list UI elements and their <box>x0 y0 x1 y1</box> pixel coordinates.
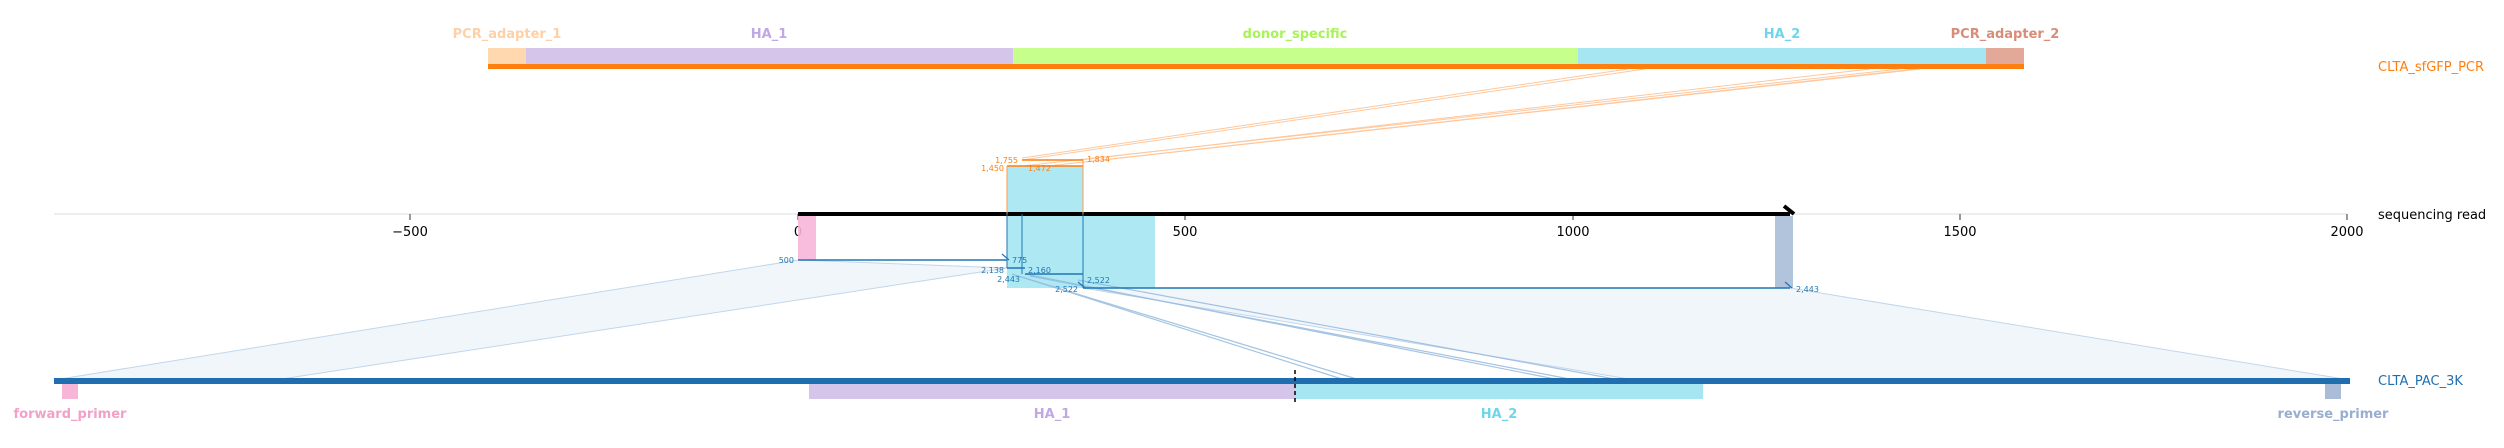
sequencing-read-arrowhead <box>1782 204 1796 216</box>
bottom-align-arrow-3 <box>1784 281 1793 289</box>
tick-label-1500: 1500 <box>1943 225 1976 240</box>
bottom-feature-ha-2 <box>1295 384 1703 399</box>
middle-read-name: sequencing read <box>2378 208 2486 223</box>
bottom-align-label-2522-b: 2,522 <box>1055 285 1078 294</box>
tick-label-500: 500 <box>1173 225 1198 240</box>
top-feature-label-ha-1: HA_1 <box>751 27 788 42</box>
top-feature-ha-1 <box>526 48 1013 65</box>
top-alignment-connectors <box>1021 68 1921 169</box>
top-align-label-1755: 1,755 <box>995 156 1018 165</box>
top-connector-5 <box>1079 68 1871 161</box>
top-feature-label-pcr-adapter-1: PCR_adapter_1 <box>453 27 562 42</box>
bottom-feature-label-forward-primer: forward_primer <box>14 407 128 422</box>
middle-highlight-ha2-top <box>1007 166 1083 214</box>
bottom-align-label-775: 775 <box>1012 256 1027 265</box>
tick-label-minus-500: −500 <box>392 225 428 240</box>
bottom-feature-label-ha-1: HA_1 <box>1034 407 1071 422</box>
bottom-connector-4 <box>1029 275 1576 381</box>
bottom-align-arrow-1 <box>1001 253 1010 261</box>
top-feature-label-ha-2: HA_2 <box>1764 27 1801 42</box>
bottom-align-label-2138: 2,138 <box>981 266 1004 275</box>
bottom-align-arrow-2 <box>1077 281 1086 289</box>
middle-highlight-forward-primer <box>798 216 816 260</box>
top-feature-label-pcr-adapter-2: PCR_adapter_2 <box>1951 27 2060 42</box>
bottom-read-line <box>54 378 2350 384</box>
bottom-alignment-segments: 500 2,138 2,443 775 2,160 2,522 2,522 2,… <box>779 214 1819 294</box>
tick-label-1000: 1000 <box>1556 225 1589 240</box>
bottom-read-group: forward_primer HA_1 HA_2 reverse_primer … <box>14 370 2463 422</box>
middle-highlight-reverse-primer <box>1775 216 1793 288</box>
bottom-align-label-2160: 2,160 <box>1028 266 1051 275</box>
bottom-fan-right <box>1082 287 2351 381</box>
top-connector-1 <box>1021 68 1629 159</box>
top-feature-donor-specific <box>1013 48 1578 65</box>
bottom-align-label-2443-b: 2,443 <box>1796 285 1819 294</box>
top-feature-pcr-adapter-2 <box>1986 48 2024 65</box>
top-feature-pcr-adapter-1 <box>488 48 526 65</box>
tick-label-2000: 2000 <box>2330 225 2363 240</box>
bottom-align-label-500: 500 <box>779 256 794 265</box>
bottom-alignment-connectors <box>1011 273 1621 381</box>
bottom-feature-ha-1 <box>809 384 1295 399</box>
bottom-alignment-fans <box>53 259 2351 381</box>
top-read-line <box>488 64 2024 69</box>
top-feature-ha-2 <box>1578 48 1986 65</box>
bottom-read-name: CLTA_PAC_3K <box>2378 374 2463 389</box>
bottom-align-label-2522-a: 2,522 <box>1087 276 1110 285</box>
bottom-fan-left <box>53 259 1008 381</box>
top-feature-label-donor-specific: donor_specific <box>1243 27 1348 42</box>
bottom-feature-label-ha-2: HA_2 <box>1481 407 1518 422</box>
middle-read-group: −500 0 500 1000 1500 2000 sequencing rea… <box>54 166 2486 288</box>
top-connector-2 <box>1021 68 1646 161</box>
top-alignment-segments: 1,755 1,450 1,472 1,834 <box>981 155 1110 214</box>
top-align-label-1834: 1,834 <box>1087 155 1110 164</box>
bottom-feature-reverse-primer <box>2325 384 2341 399</box>
top-connector-6 <box>1085 68 1921 163</box>
bottom-connector-5 <box>1077 279 1621 381</box>
top-read-name: CLTA_sfGFP_PCR <box>2378 60 2484 75</box>
top-align-label-1472: 1,472 <box>1028 164 1051 173</box>
bottom-feature-label-reverse-primer: reverse_primer <box>2278 407 2390 422</box>
top-align-label-1450: 1,450 <box>981 164 1004 173</box>
top-read-group: PCR_adapter_1 HA_1 donor_specific HA_2 P… <box>453 27 2484 75</box>
bottom-connector-2 <box>1017 275 1361 381</box>
bottom-align-label-2443-a: 2,443 <box>997 275 1020 284</box>
middle-highlight-ha2-bottom <box>1007 216 1155 288</box>
bottom-feature-forward-primer <box>62 384 78 399</box>
